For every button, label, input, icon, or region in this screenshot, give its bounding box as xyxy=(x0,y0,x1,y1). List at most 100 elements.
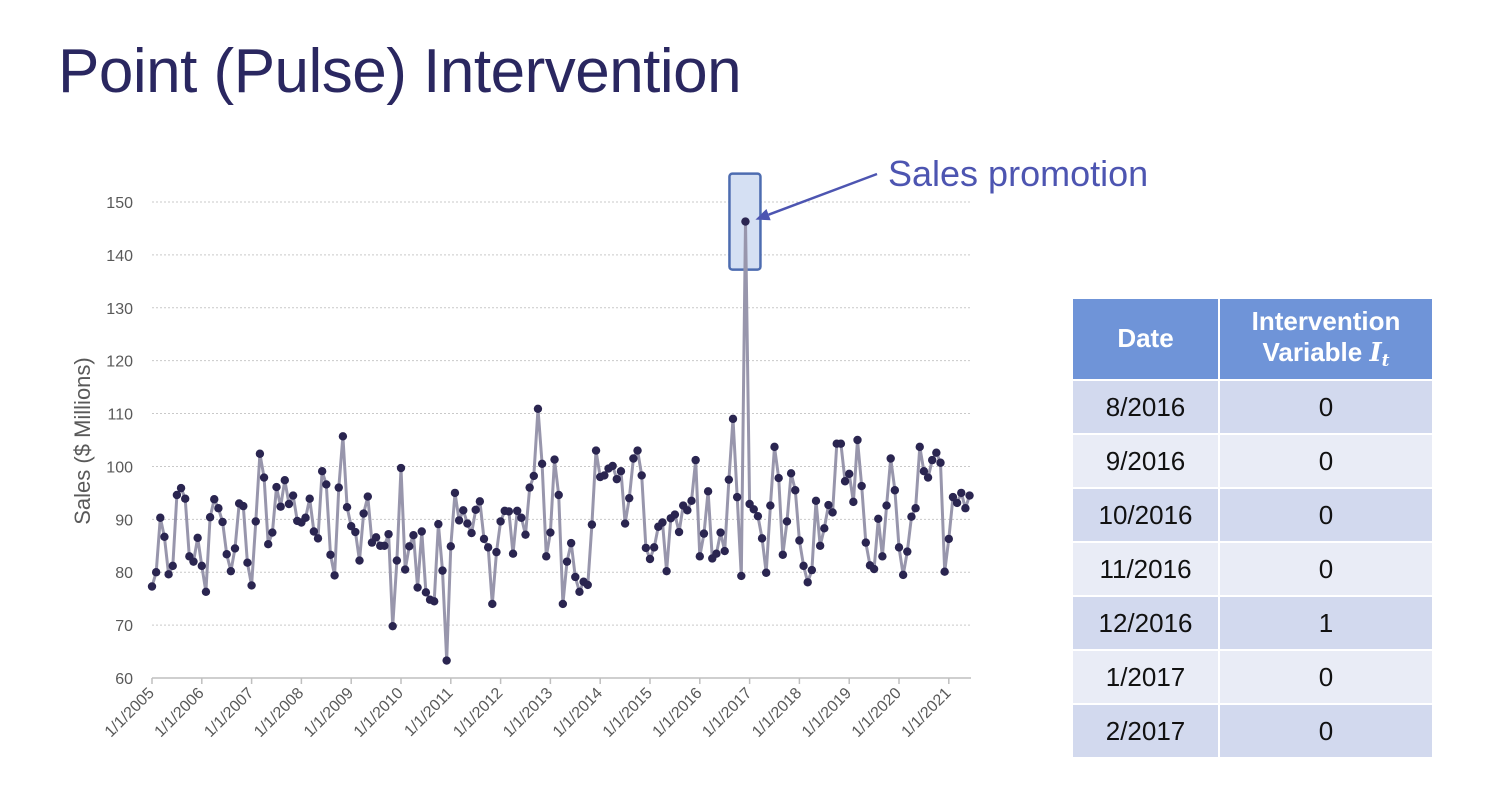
data-point xyxy=(645,554,655,564)
data-point xyxy=(940,567,949,576)
data-point xyxy=(845,469,854,479)
data-point xyxy=(840,477,850,486)
data-point xyxy=(558,599,568,609)
data-point xyxy=(264,539,273,549)
data-point xyxy=(890,486,900,495)
data-point xyxy=(919,467,929,476)
y-tick-label: 140 xyxy=(106,248,133,265)
table-cell-value: 0 xyxy=(1218,649,1434,705)
data-point xyxy=(147,582,157,591)
x-tick-label: 1/1/2007 xyxy=(201,685,257,741)
data-point xyxy=(164,570,173,579)
x-tick-label: 1/1/2020 xyxy=(849,685,905,741)
data-point xyxy=(513,506,522,516)
data-point xyxy=(583,580,592,590)
y-tick-label: 80 xyxy=(115,565,133,582)
y-tick-label: 110 xyxy=(107,407,133,424)
data-point xyxy=(691,455,700,465)
data-point xyxy=(670,510,680,519)
data-point xyxy=(247,581,256,590)
x-tick-label: 1/1/2006 xyxy=(152,685,208,741)
data-point xyxy=(326,550,335,559)
x-tick-label: 1/1/2021 xyxy=(899,685,955,741)
data-point xyxy=(226,566,236,576)
y-axis-label: Sales ($ Millions) xyxy=(70,357,95,525)
data-point xyxy=(434,519,443,529)
table-cell-value: 0 xyxy=(1218,487,1434,543)
x-tick-label: 1/1/2011 xyxy=(401,685,456,740)
table-row: 2/2017 0 xyxy=(1071,703,1434,759)
data-point xyxy=(305,494,314,503)
data-point xyxy=(807,565,817,575)
y-axis: 60 70 80 90 100 110 120 130 140 150 xyxy=(106,195,133,688)
data-point xyxy=(342,502,352,512)
data-point xyxy=(757,534,767,543)
x-tick-label: 1/1/2018 xyxy=(749,685,805,741)
data-point xyxy=(442,656,451,665)
data-point xyxy=(317,467,327,476)
data-point xyxy=(351,527,360,537)
data-point xyxy=(471,505,480,515)
data-point xyxy=(438,566,447,575)
data-point xyxy=(952,498,962,508)
data-point xyxy=(197,561,206,571)
data-point xyxy=(799,561,808,571)
data-point xyxy=(737,571,746,581)
data-point xyxy=(396,463,406,473)
data-point xyxy=(405,542,414,551)
y-tick-label: 130 xyxy=(106,301,133,318)
x-tick-label: 1/1/2014 xyxy=(550,685,606,741)
table-cell-date: 12/2016 xyxy=(1071,595,1220,651)
data-point xyxy=(571,572,580,582)
data-point xyxy=(907,512,916,521)
data-point xyxy=(728,414,738,424)
data-point xyxy=(392,556,402,565)
data-point xyxy=(172,490,182,500)
data-point xyxy=(662,566,671,576)
data-point xyxy=(251,517,260,526)
data-point xyxy=(878,552,887,561)
data-point xyxy=(932,448,941,457)
data-point xyxy=(649,543,659,552)
intervention-column-header: Intervention Variable It xyxy=(1218,297,1434,381)
data-point xyxy=(566,538,576,548)
x-tick-label: 1/1/2008 xyxy=(251,685,307,741)
data-point xyxy=(641,543,651,553)
data-point xyxy=(903,547,912,556)
table-cell-value: 0 xyxy=(1218,379,1434,435)
table-row: 12/2016 1 xyxy=(1071,595,1434,651)
data-point xyxy=(732,492,742,502)
data-point xyxy=(388,621,397,631)
data-point xyxy=(450,488,460,498)
data-point xyxy=(218,517,227,527)
data-point xyxy=(774,473,783,483)
y-tick-label: 90 xyxy=(115,512,133,529)
data-point xyxy=(384,529,393,539)
intervention-symbol-subscript: t xyxy=(1381,351,1390,372)
data-point xyxy=(762,568,771,577)
data-point xyxy=(201,587,211,596)
data-point xyxy=(637,471,646,480)
data-point xyxy=(886,454,895,463)
data-point xyxy=(853,435,862,445)
data-point xyxy=(181,494,190,503)
data-point xyxy=(591,446,601,455)
table-cell-date: 10/2016 xyxy=(1071,487,1220,543)
data-point xyxy=(828,508,837,517)
table-cell-value: 0 xyxy=(1218,541,1434,597)
data-point xyxy=(496,517,505,526)
data-point xyxy=(753,511,763,521)
data-point xyxy=(347,522,356,531)
data-point xyxy=(255,449,265,458)
data-point xyxy=(330,571,339,580)
data-point xyxy=(786,469,796,478)
data-point xyxy=(620,519,630,528)
y-tick-label: 150 xyxy=(106,195,133,212)
data-point xyxy=(928,455,937,465)
data-point xyxy=(820,524,829,533)
data-point xyxy=(683,506,692,515)
table-row: 1/2017 0 xyxy=(1071,649,1434,705)
annotation-arrowhead xyxy=(755,209,771,221)
data-point xyxy=(309,527,319,536)
data-point xyxy=(222,550,231,559)
